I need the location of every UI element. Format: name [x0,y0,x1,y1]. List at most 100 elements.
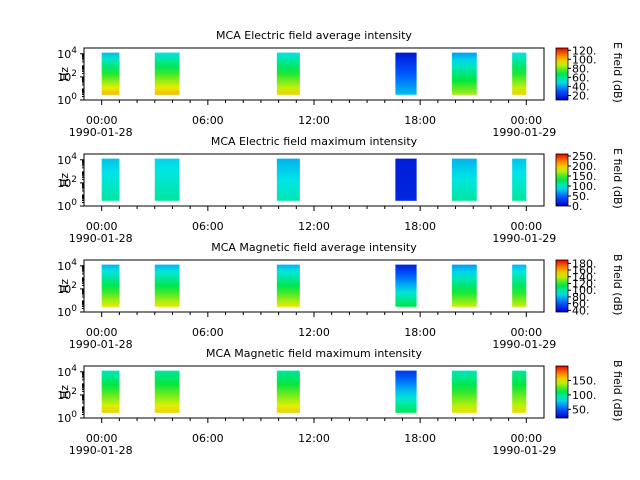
x-tick-label: 06:00 [192,326,224,339]
colorbar-tick-label: 100. [572,284,597,297]
panel-title: MCA Magnetic field maximum intensity [206,347,422,360]
colorbar-tick-label: 150. [572,374,597,387]
colorbar-label: B field (dB) [611,254,624,315]
colorbar-tick-label: 140. [572,271,597,284]
spectrogram-segment [512,52,527,95]
y-tick-label: 102 [57,387,77,402]
panel-title: MCA Electric field average intensity [216,29,412,42]
y-tick-label: 104 [57,46,77,61]
y-tick-label: 100 [57,92,77,107]
spectrogram-segment [101,52,120,95]
colorbar [555,153,569,207]
colorbar-tick-label: 60. [572,71,590,84]
spectrogram-segment [452,52,477,95]
panel-2: MCA Electric field maximum intensity 100 1… [57,135,624,245]
spectrogram-segment [101,158,120,201]
x-date-label: 1990-01-29 [492,232,556,245]
y-axis-label: Hz [58,67,71,81]
colorbar [555,365,569,419]
spectrogram-segment [101,264,120,307]
colorbar-tick-label: 80. [572,62,590,75]
x-date-label: 1990-01-28 [69,126,133,139]
spectrogram-segment [395,264,417,307]
y-tick-label: 100 [57,198,77,213]
spectrogram-segment [276,264,300,307]
x-tick-label: 18:00 [404,326,436,339]
spectrogram-segment [154,370,180,413]
panel-title: MCA Electric field maximum intensity [211,135,418,148]
spectrogram-segment [154,158,180,201]
x-tick-label: 00:00 [86,220,118,233]
spectrogram-segment [395,158,417,201]
colorbar-tick-label: 100. [572,389,597,402]
x-tick-label: 18:00 [404,220,436,233]
y-tick-label: 102 [57,69,77,84]
x-tick-label: 00:00 [510,432,542,445]
x-tick-label: 00:00 [86,326,118,339]
y-tick-label: 100 [57,304,77,319]
colorbar-tick-label: 0. [572,200,583,213]
colorbar-tick-label: 200. [572,160,597,173]
colorbar-tick-label: 160. [572,264,597,277]
colorbar-tick-label: 120. [572,44,597,57]
spectrogram-segment [452,370,477,413]
y-tick-label: 104 [57,152,77,167]
panel-title: MCA Magnetic field average intensity [211,241,417,254]
colorbar-tick-label: 60. [572,298,590,311]
x-date-label: 1990-01-29 [492,338,556,351]
x-tick-label: 06:00 [192,220,224,233]
colorbar-label: E field (dB) [611,148,624,209]
colorbar-label: E field (dB) [611,42,624,103]
colorbar-tick-label: 80. [572,291,590,304]
spectrogram-segment [101,370,120,413]
colorbar [555,259,569,313]
x-tick-label: 18:00 [404,114,436,127]
colorbar-tick-label: 180. [572,257,597,270]
spectrogram-segment [395,52,417,95]
y-axis-label: Hz [58,385,71,399]
y-axis-label: Hz [58,173,71,187]
x-tick-label: 00:00 [86,114,118,127]
x-date-label: 1990-01-28 [69,338,133,351]
x-tick-label: 18:00 [404,432,436,445]
spectrogram-segment [452,264,477,307]
x-tick-label: 00:00 [510,220,542,233]
colorbar-tick-label: 50. [572,190,590,203]
panel-1: MCA Electric field average intensity 100 1… [57,29,624,139]
x-tick-label: 00:00 [86,432,118,445]
spectrogram-segment [276,370,300,413]
spectrogram-segment [512,264,527,307]
panel-4: MCA Magnetic field maximum intensity 100 1… [57,347,624,457]
spectrogram-segment [512,158,527,201]
y-tick-label: 104 [57,364,77,379]
colorbar-tick-label: 20. [572,89,590,102]
colorbar-tick-label: 120. [572,277,597,290]
y-tick-label: 102 [57,281,77,296]
colorbar-tick-label: 40. [572,304,590,317]
x-tick-label: 12:00 [298,326,330,339]
spectrogram-segment [512,370,527,413]
x-tick-label: 06:00 [192,114,224,127]
y-axis-label: Hz [58,279,71,293]
x-tick-label: 12:00 [298,114,330,127]
colorbar-tick-label: 50. [572,403,590,416]
spectrogram-segment [154,264,180,307]
spectrogram-segment [154,52,180,95]
x-date-label: 1990-01-28 [69,444,133,457]
colorbar-tick-label: 40. [572,80,590,93]
y-tick-label: 102 [57,175,77,190]
spectrogram-segment [276,158,300,201]
x-tick-label: 12:00 [298,220,330,233]
x-date-label: 1990-01-28 [69,232,133,245]
y-tick-label: 104 [57,258,77,273]
colorbar-tick-label: 100. [572,53,597,66]
x-date-label: 1990-01-29 [492,444,556,457]
panel-3: MCA Magnetic field average intensity 100 1… [57,241,624,351]
x-tick-label: 12:00 [298,432,330,445]
colorbar-tick-label: 250. [572,150,597,163]
x-tick-label: 00:00 [510,326,542,339]
colorbar-tick-label: 150. [572,170,597,183]
x-tick-label: 00:00 [510,114,542,127]
